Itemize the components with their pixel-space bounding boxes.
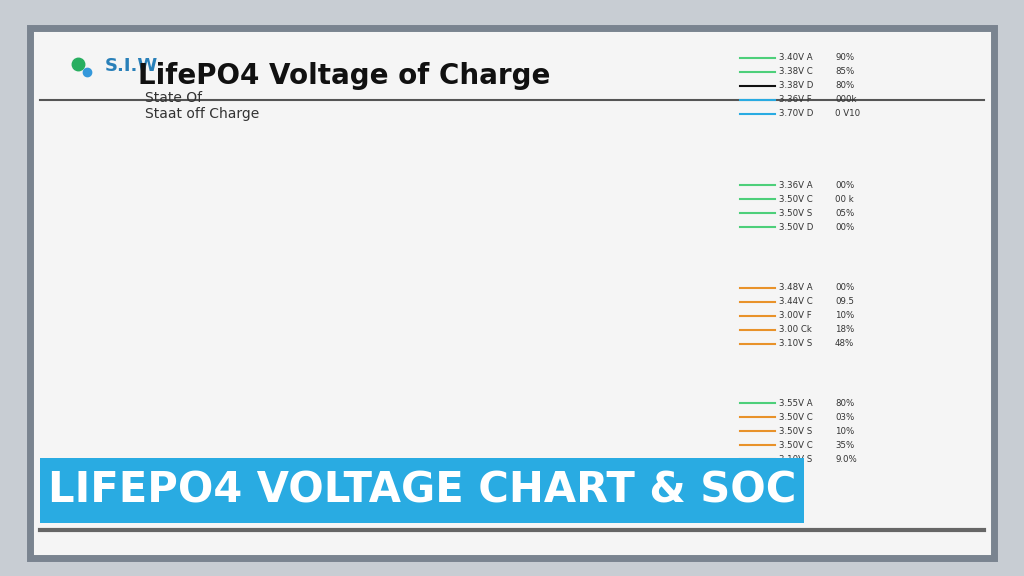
Text: 3.55V A: 3.55V A [779,399,813,407]
Text: 3.00 Ck: 3.00 Ck [779,325,812,335]
Text: 3.36V A: 3.36V A [779,180,813,190]
Text: 9.0%: 9.0% [835,454,857,464]
Text: 35%: 35% [835,441,854,449]
Text: State Of: State Of [145,91,202,105]
Text: 00%: 00% [835,283,854,293]
Text: Staat off Charge: Staat off Charge [145,107,259,121]
Text: 3.50V D: 3.50V D [779,222,813,232]
Text: LifePO4 Voltage of Charge: LifePO4 Voltage of Charge [138,62,550,90]
Text: 10%: 10% [835,312,854,320]
Text: 00%: 00% [835,180,854,190]
Text: 18%: 18% [835,325,854,335]
Text: 10%: 10% [835,426,854,435]
Text: 3.10V S: 3.10V S [779,454,812,464]
Text: 000k: 000k [835,96,856,104]
Text: 3.40V A: 3.40V A [779,54,813,63]
Text: 3.50V C: 3.50V C [779,441,813,449]
Text: 00 k: 00 k [835,195,854,203]
Text: 3.38V D: 3.38V D [779,81,813,90]
Text: 3.44V C: 3.44V C [779,297,813,306]
Text: 3.50V C: 3.50V C [779,412,813,422]
Text: 3.50V C: 3.50V C [779,195,813,203]
Text: 3.00V F: 3.00V F [779,312,812,320]
Text: 0 V10: 0 V10 [835,109,860,119]
Text: 03%: 03% [835,412,854,422]
Text: 09.5: 09.5 [835,297,854,306]
Text: LIFEPO4 VOLTAGE CHART & SOC: LIFEPO4 VOLTAGE CHART & SOC [48,469,797,511]
Text: 00%: 00% [835,222,854,232]
Text: 3.36V F: 3.36V F [779,96,812,104]
Text: 90%: 90% [835,54,854,63]
Text: 3.50V S: 3.50V S [779,426,812,435]
Text: 80%: 80% [835,81,854,90]
Text: 48%: 48% [835,339,854,348]
Text: 3.50V S: 3.50V S [779,209,812,218]
Text: 80%: 80% [835,399,854,407]
Bar [40,458,804,523]
Text: 85%: 85% [835,67,854,77]
Text: 3.38V C: 3.38V C [779,67,813,77]
Text: 3.10V S: 3.10V S [779,339,812,348]
Text: 3.70V D: 3.70V D [779,109,813,119]
Text: 3.48V A: 3.48V A [779,283,813,293]
Text: 05%: 05% [835,209,854,218]
Text: S.I.W: S.I.W [105,57,159,75]
